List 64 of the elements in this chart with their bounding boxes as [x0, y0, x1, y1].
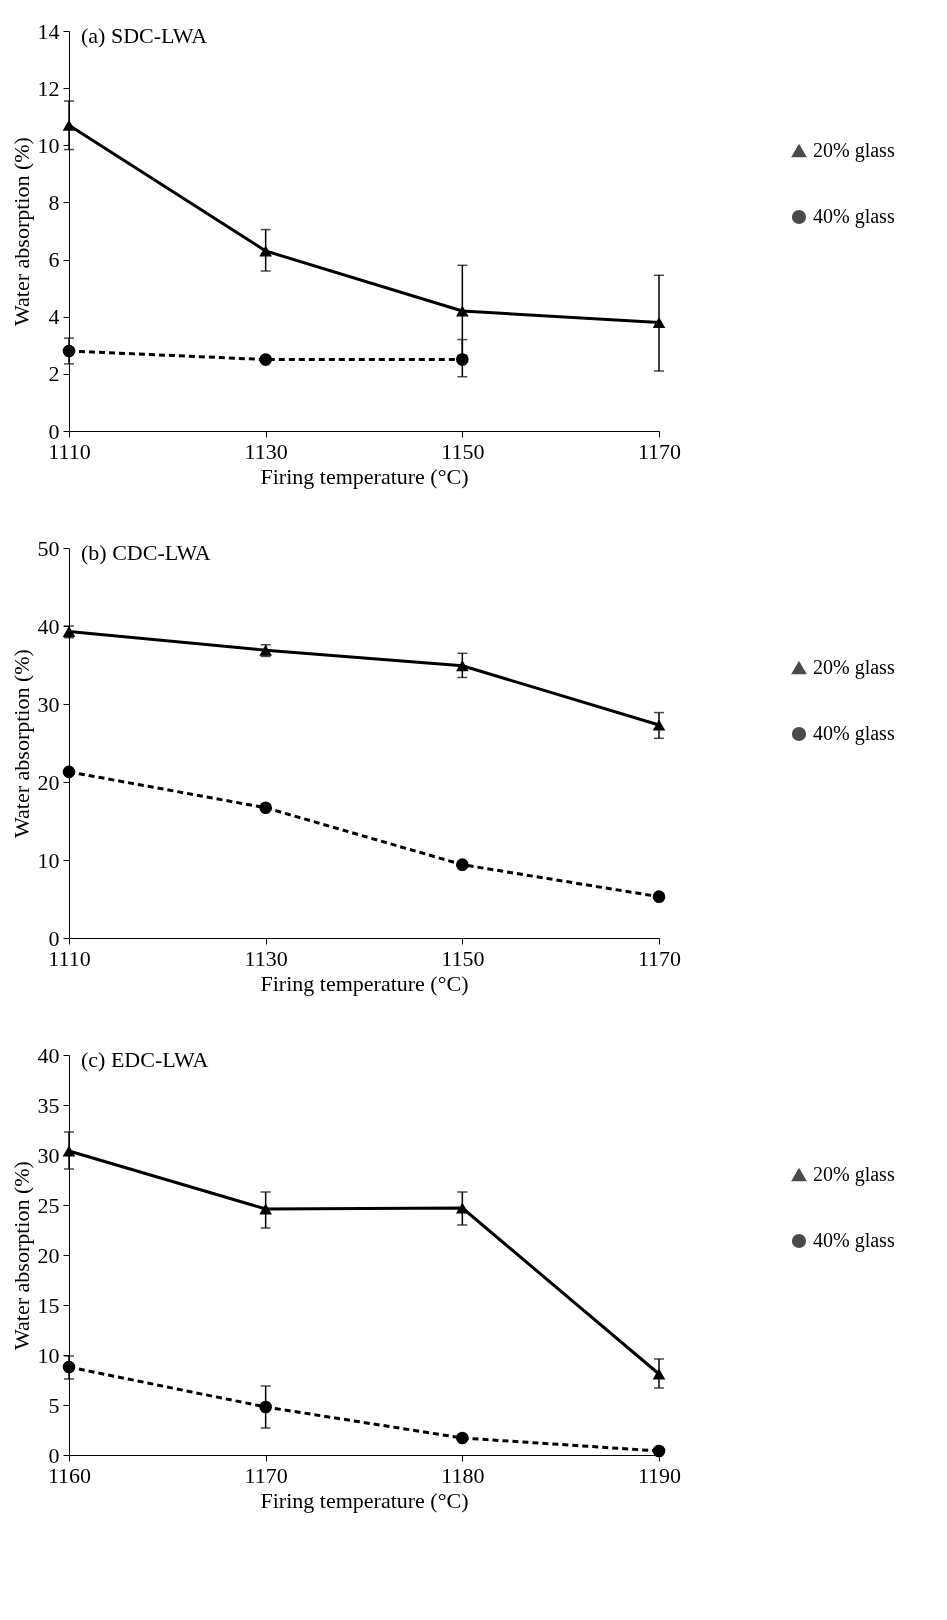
y-tick-label: 25 [37, 1192, 60, 1218]
legend-label: 20% glass [813, 139, 895, 162]
legend-label: 40% glass [813, 722, 895, 745]
y-tick-label: 50 [37, 535, 60, 561]
y-tick-label: 20 [37, 769, 60, 795]
x-tick-label: 1130 [244, 945, 288, 971]
x-tick-label: 1170 [637, 945, 682, 971]
y-axis-title: Water absorption (%) [8, 649, 34, 838]
y-tick-label: 40 [37, 613, 60, 639]
point [456, 1431, 469, 1445]
x-tick-label: 1190 [637, 1462, 682, 1488]
y-axis-title: Water absorption (%) [8, 1161, 34, 1350]
y-tick-label: 14 [37, 18, 60, 44]
point [62, 765, 76, 779]
y-tick-label: 30 [37, 691, 60, 717]
x-tick-label: 1170 [244, 1462, 288, 1488]
point [456, 305, 469, 317]
legend-label: 20% glass [813, 656, 895, 679]
y-tick-label: 10 [37, 847, 60, 873]
point [652, 1444, 666, 1458]
x-tick-label: 1180 [441, 1462, 485, 1488]
y-tick-label: 10 [37, 1342, 60, 1368]
y-tick-label: 12 [37, 75, 60, 101]
legend-label: 40% glass [813, 1229, 895, 1252]
y-tick-label: 10 [37, 132, 60, 158]
x-axis-title: Firing temperature (°C) [260, 970, 469, 996]
chart-title: (c) EDC-LWA [81, 1047, 209, 1072]
point [652, 719, 666, 731]
chart-title: (b) CDC-LWA [81, 540, 211, 565]
point [259, 801, 272, 815]
y-tick-label: 6 [48, 247, 60, 273]
legend-label: 20% glass [813, 1163, 895, 1186]
point [62, 119, 76, 131]
point [62, 344, 76, 358]
point [456, 353, 469, 366]
x-axis-title: Firing temperature (°C) [260, 1487, 469, 1513]
point [259, 353, 272, 366]
point [652, 316, 666, 328]
y-tick-label: 4 [48, 304, 60, 330]
y-tick-label: 5 [48, 1392, 60, 1418]
point [652, 890, 666, 903]
y-axis-title: Water absorption (%) [8, 137, 34, 326]
x-axis-title: Firing temperature (°C) [260, 463, 469, 489]
point [652, 1368, 666, 1380]
y-tick-label: 8 [48, 189, 60, 215]
point [259, 1400, 272, 1414]
x-tick-label: 1170 [637, 438, 682, 464]
point [62, 1360, 76, 1374]
y-tick-label: 30 [37, 1142, 60, 1168]
y-tick-label: 20 [37, 1242, 60, 1268]
y-tick-label: 15 [37, 1292, 60, 1318]
y-tick-label: 2 [48, 361, 60, 387]
point [456, 660, 469, 672]
point [456, 858, 469, 871]
x-tick-label: 1130 [244, 438, 288, 464]
x-tick-label: 1150 [441, 438, 485, 464]
x-tick-label: 1150 [441, 945, 485, 971]
point [259, 245, 272, 257]
point [259, 1203, 272, 1215]
y-tick-label: 40 [37, 1042, 60, 1068]
legend-label: 40% glass [813, 205, 895, 228]
y-tick-label: 35 [37, 1092, 60, 1118]
point [62, 1145, 76, 1157]
chart-title: (a) SDC-LWA [81, 23, 208, 48]
